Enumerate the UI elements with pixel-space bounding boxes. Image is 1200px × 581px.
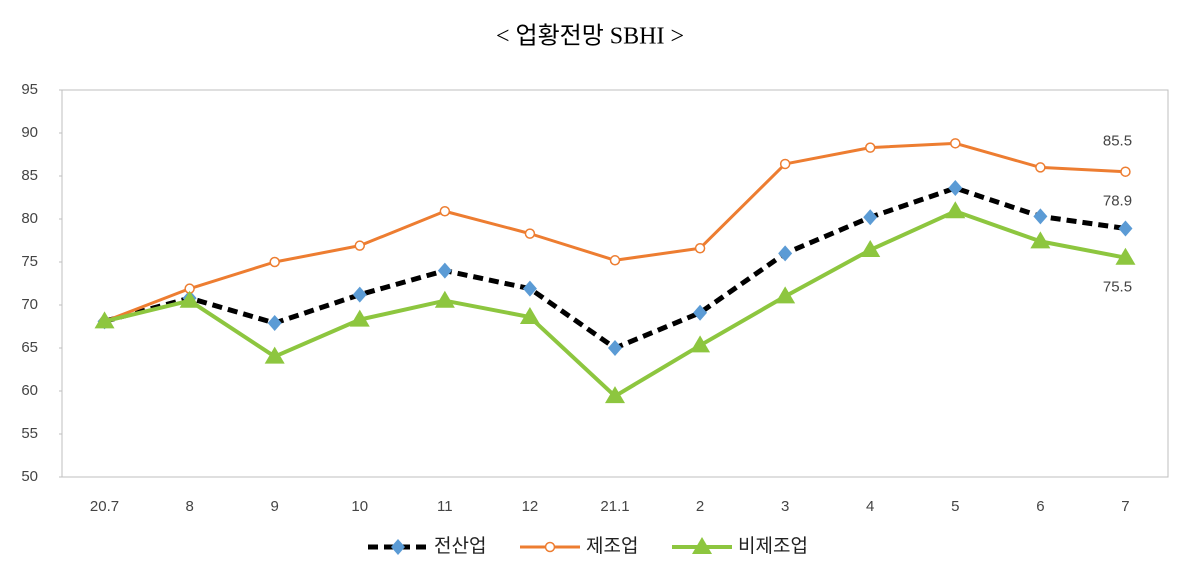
data-label: 75.5 [1103, 279, 1132, 296]
point [522, 280, 537, 297]
point [519, 307, 540, 325]
y-tick-label: 95 [21, 81, 38, 98]
y-tick-label: 70 [21, 296, 38, 313]
data-label: 85.5 [1103, 133, 1132, 150]
y-tick-label: 60 [21, 382, 38, 399]
point [269, 256, 280, 268]
point [693, 304, 708, 321]
point [264, 346, 285, 364]
x-tick-label: 7 [1121, 498, 1129, 515]
point [94, 311, 115, 329]
point [605, 386, 625, 404]
x-tick-label: 8 [185, 498, 193, 515]
y-tick-label: 85 [21, 167, 38, 184]
x-tick-label: 12 [522, 498, 539, 515]
legend-marker [692, 537, 712, 554]
point [863, 209, 878, 226]
point [690, 335, 711, 353]
x-tick-label: 3 [781, 498, 789, 515]
legend-label: 비제조업 [738, 535, 808, 557]
point [779, 158, 791, 170]
y-tick-label: 90 [21, 124, 38, 141]
x-tick-label: 4 [866, 498, 874, 515]
legend-label: 전산업 [434, 535, 486, 557]
point [179, 290, 200, 308]
point [1035, 162, 1046, 173]
point [775, 286, 796, 304]
legend-marker [391, 539, 405, 555]
point [778, 245, 793, 262]
point [1033, 208, 1048, 225]
point [694, 242, 706, 254]
point [354, 240, 366, 251]
point [864, 142, 876, 153]
x-tick-label: 2 [696, 498, 704, 515]
y-tick-label: 80 [21, 210, 38, 227]
point [352, 286, 367, 303]
data-label: 78.9 [1103, 192, 1132, 209]
legend-label: 제조업 [586, 535, 638, 557]
point [948, 180, 963, 197]
x-tick-label: 20.7 [90, 498, 119, 515]
point [609, 255, 621, 266]
point [608, 340, 622, 356]
x-tick-label: 5 [951, 498, 959, 515]
series-line [104, 141, 1126, 323]
y-tick-label: 65 [21, 339, 38, 356]
x-tick-label: 11 [437, 498, 453, 515]
point [1115, 247, 1136, 265]
series-line [104, 209, 1126, 399]
y-tick-label: 50 [21, 468, 38, 485]
x-tick-label: 6 [1036, 498, 1044, 515]
point [860, 239, 881, 257]
x-tick-label: 10 [351, 498, 368, 515]
y-tick-label: 75 [21, 253, 38, 270]
legend-marker [544, 541, 556, 553]
x-tick-label: 21.1 [600, 498, 629, 515]
point [437, 262, 452, 279]
point [1030, 231, 1051, 249]
point [439, 206, 451, 217]
chart-title: < 업황전망 SBHI > [496, 23, 684, 50]
y-tick-label: 55 [21, 425, 38, 442]
point [267, 315, 282, 332]
point [945, 201, 966, 219]
point [349, 309, 370, 327]
point [524, 228, 536, 239]
point [1120, 166, 1131, 177]
point [1118, 220, 1133, 237]
point [434, 290, 455, 308]
point [950, 138, 961, 149]
plot-area [61, 89, 1169, 478]
x-tick-label: 9 [271, 498, 279, 515]
